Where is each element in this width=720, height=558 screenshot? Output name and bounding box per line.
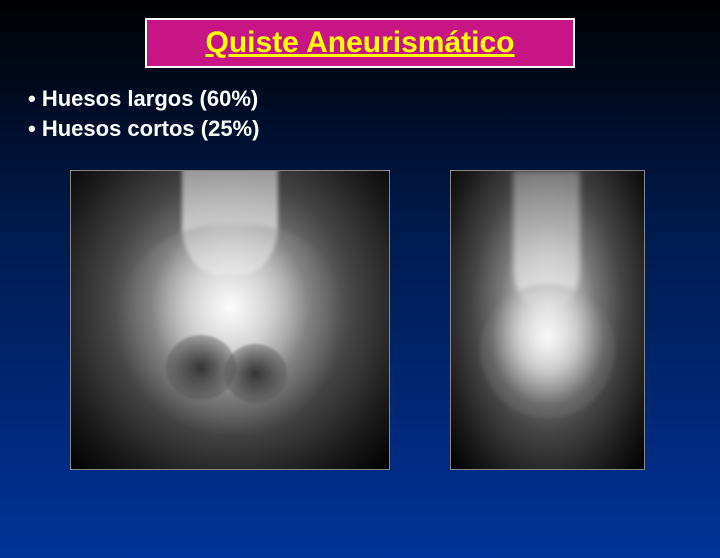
bullet-item: Huesos largos (60%) [28,86,720,112]
bullet-list: Huesos largos (60%) Huesos cortos (25%) [28,86,720,142]
slide-title: Quiste Aneurismático [206,26,515,59]
xray-image-left [70,170,390,470]
bullet-item: Huesos cortos (25%) [28,116,720,142]
title-box: Quiste Aneurismático [145,18,575,68]
xray-bone-body [480,284,615,418]
xray-bone-body [119,225,342,434]
xray-image-right [450,170,645,470]
images-row [70,170,720,470]
